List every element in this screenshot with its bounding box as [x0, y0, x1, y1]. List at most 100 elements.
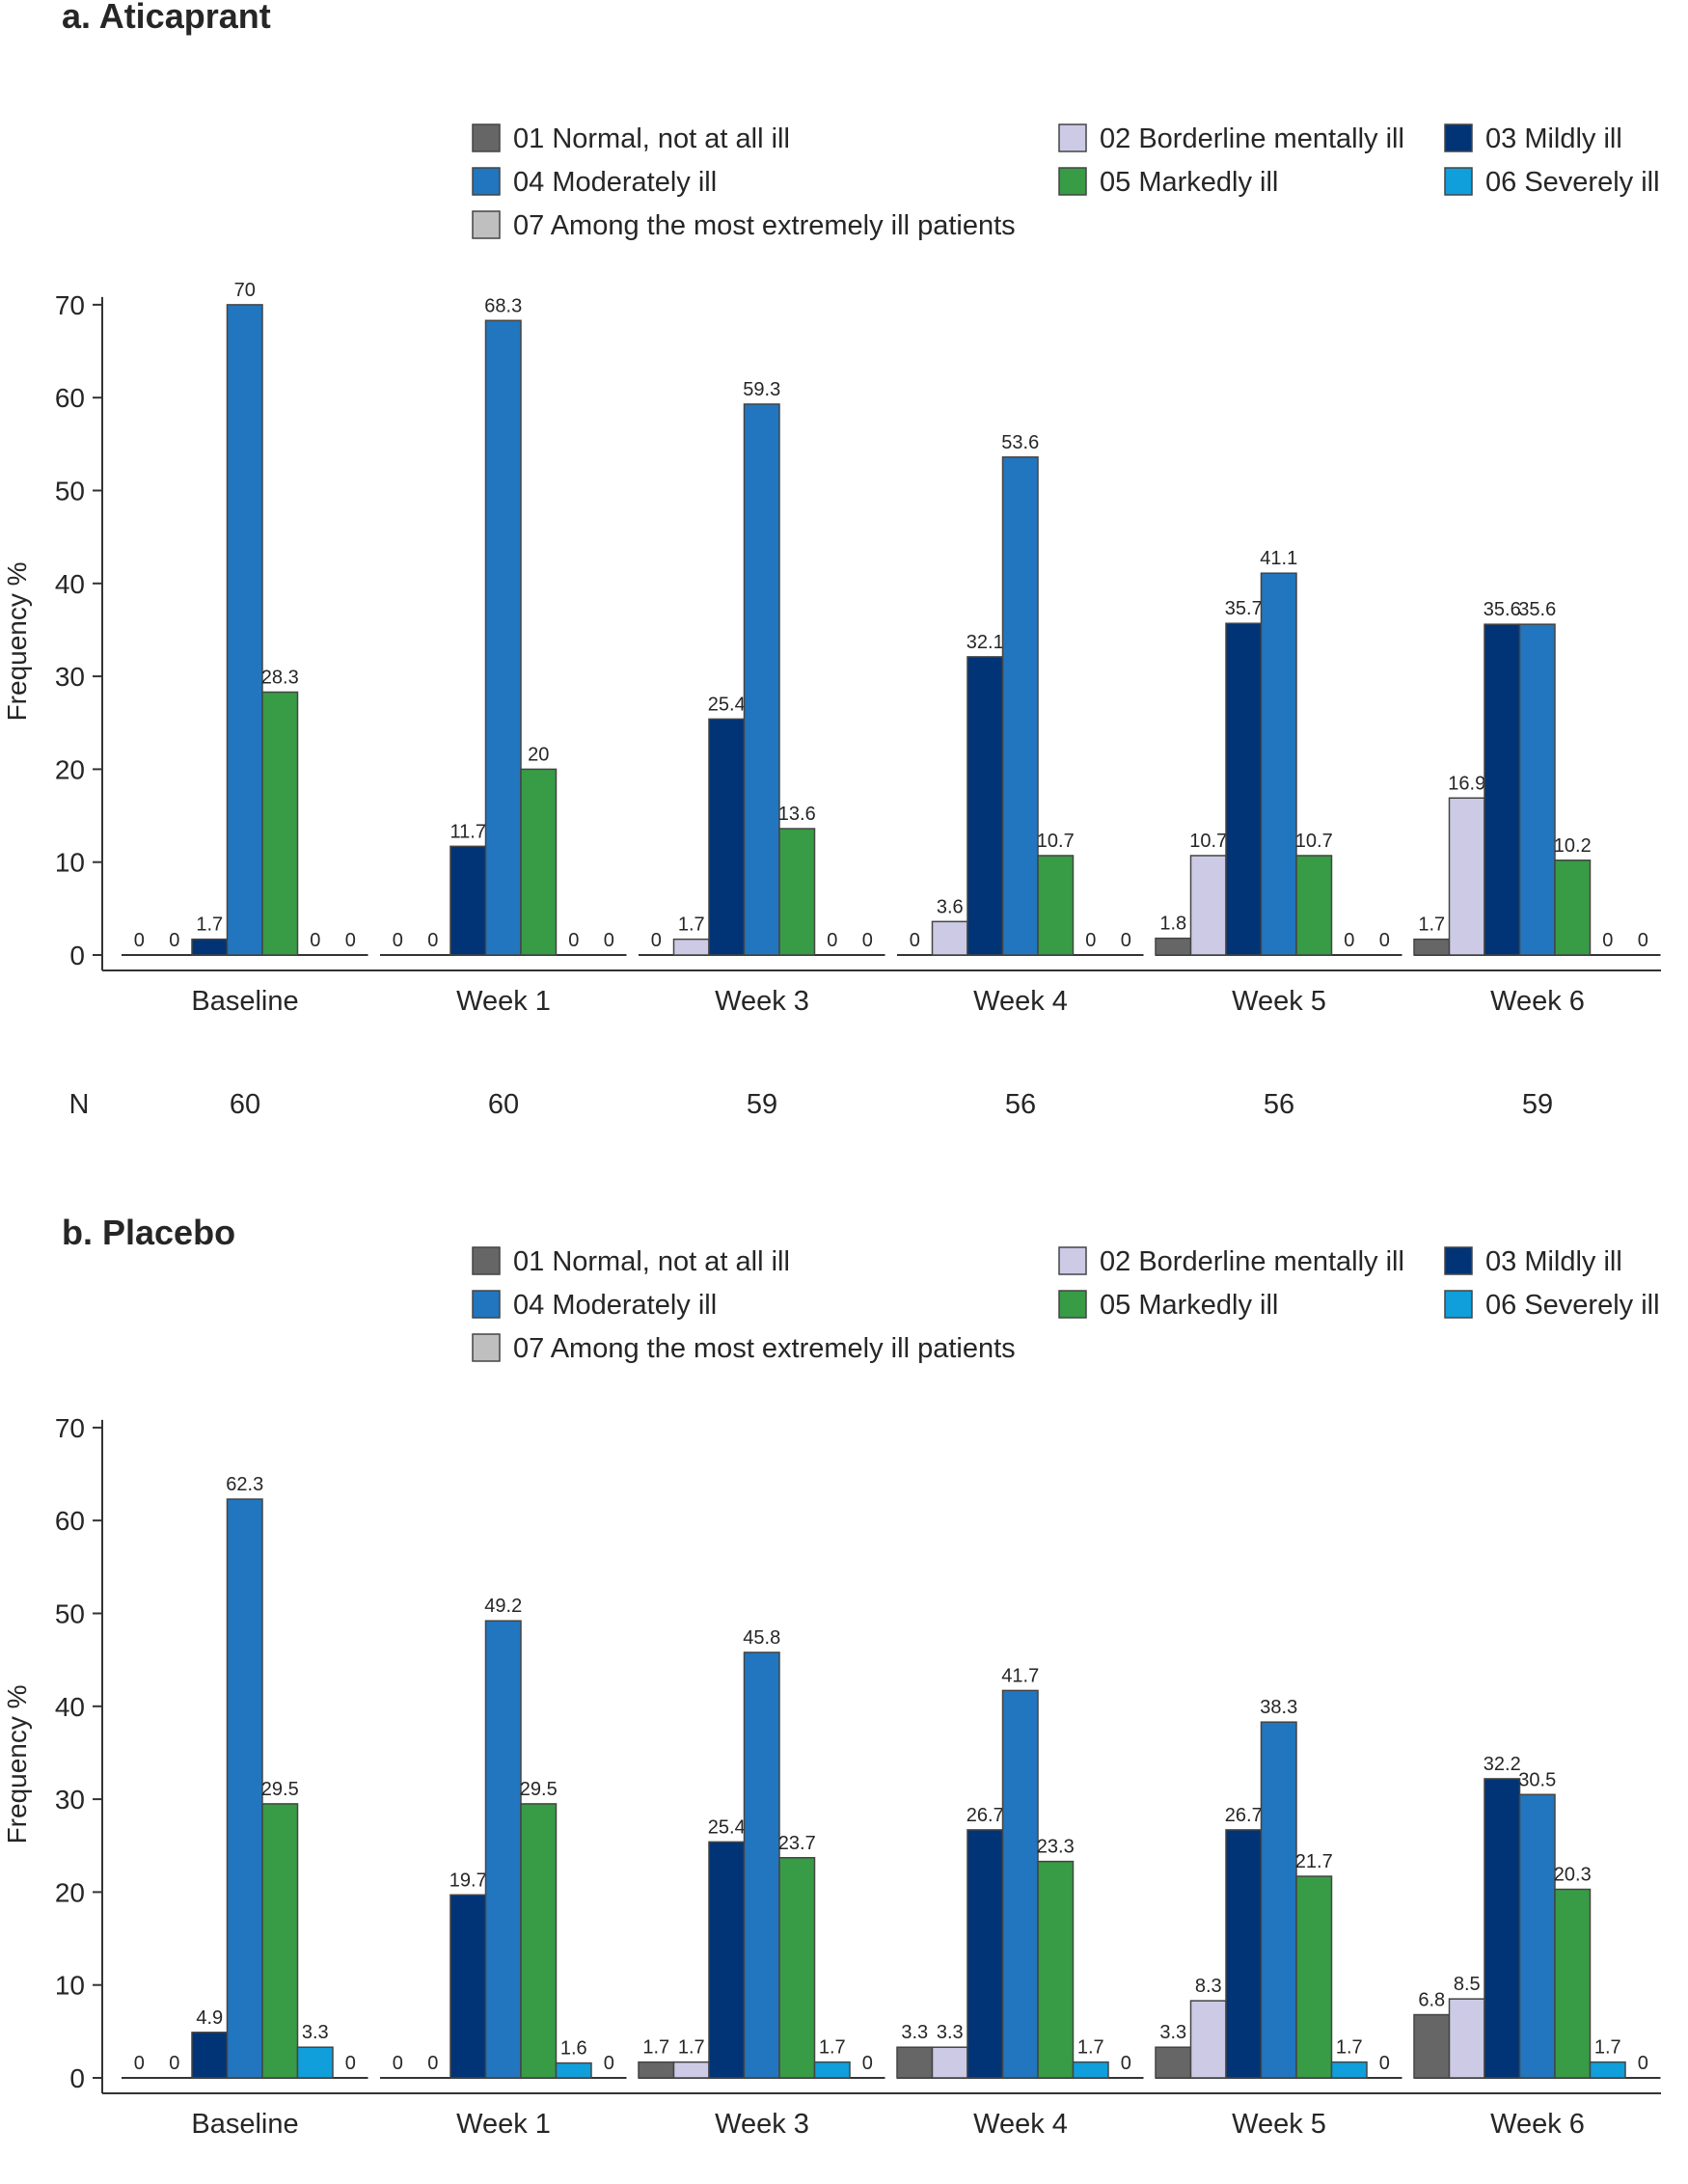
legend-label: 03 Mildly ill [1485, 1246, 1622, 1277]
bar [638, 2061, 675, 2079]
bar [191, 2032, 229, 2079]
legend-item: 01 Normal, not at all ill [472, 1246, 790, 1277]
data-label: 70 [234, 280, 256, 301]
legend-swatch [1058, 167, 1087, 196]
legend-item: 04 Moderately ill [472, 167, 717, 198]
data-label: 29.5 [261, 1779, 299, 1800]
data-label: 0 [310, 930, 320, 951]
bar [296, 2046, 334, 2079]
data-label: 0 [345, 930, 356, 951]
n-value: 60 [230, 1089, 260, 1120]
legend-swatch [472, 167, 501, 196]
x-tick-label: Week 1 [456, 2109, 551, 2140]
data-label: 30.5 [1518, 1769, 1556, 1790]
legend-swatch [472, 1246, 501, 1275]
bar [743, 403, 780, 956]
bar [708, 718, 746, 956]
data-label: 16.9 [1448, 773, 1485, 794]
data-label: 0 [1638, 2053, 1648, 2074]
bar [1330, 2061, 1368, 2079]
bar [778, 828, 816, 956]
legend-item: 06 Severely ill [1444, 167, 1660, 198]
x-tick-label: Week 4 [973, 2109, 1068, 2140]
legend-swatch [472, 1290, 501, 1319]
bar [191, 938, 229, 956]
bar [1484, 1778, 1521, 2079]
data-label: 10.7 [1295, 831, 1333, 852]
legend-label: 04 Moderately ill [513, 1290, 717, 1321]
legend-swatch [1444, 1246, 1473, 1275]
data-label: 59.3 [743, 379, 780, 400]
bar [1225, 622, 1263, 956]
chart-aticaprant: 01 Normal, not at all ill 02 Borderline m… [2, 123, 1661, 1120]
bar [1037, 855, 1075, 956]
data-label: 0 [651, 930, 662, 951]
legend-label: 03 Mildly ill [1485, 123, 1622, 154]
data-label: 35.6 [1484, 599, 1521, 620]
data-label: 1.8 [1159, 914, 1186, 935]
bar [1448, 1998, 1485, 2079]
bar [484, 1620, 522, 2079]
y-tick-label: 0 [69, 941, 85, 970]
n-value: 56 [1005, 1089, 1036, 1120]
data-label: 0 [827, 930, 837, 951]
data-label: 29.5 [520, 1779, 558, 1800]
data-label: 1.6 [560, 2038, 587, 2060]
x-tick-label: Week 4 [973, 986, 1068, 1017]
data-label: 0 [862, 2053, 873, 2074]
x-tick-label: Baseline [191, 986, 298, 1017]
bar [449, 845, 487, 956]
data-label: 35.7 [1225, 598, 1263, 619]
bar [1260, 572, 1297, 956]
data-label: 35.6 [1518, 599, 1556, 620]
data-label: 0 [568, 930, 579, 951]
data-label: 32.1 [967, 632, 1004, 653]
data-label: 1.7 [678, 2037, 705, 2059]
data-label: 10.7 [1037, 831, 1075, 852]
legend-item: 05 Markedly ill [1058, 167, 1278, 198]
data-label: 3.3 [901, 2022, 928, 2043]
x-tick-label: Week 6 [1490, 986, 1585, 1017]
legend-label: 07 Among the most extremely ill patients [513, 210, 1016, 241]
data-label: 13.6 [778, 804, 816, 825]
data-label: 0 [134, 930, 145, 951]
bar [1072, 2061, 1109, 2079]
data-label: 0 [134, 2053, 145, 2074]
data-label: 1.7 [1594, 2037, 1621, 2059]
y-tick-label: 60 [55, 1506, 85, 1536]
bar [1295, 1875, 1333, 2079]
data-label: 38.3 [1260, 1697, 1297, 1718]
legend-swatch [472, 210, 501, 239]
data-label: 0 [1121, 2053, 1131, 2074]
data-label: 1.7 [642, 2037, 669, 2059]
data-label: 0 [1085, 930, 1096, 951]
y-tick-label: 50 [55, 477, 85, 506]
legend-item: 03 Mildly ill [1444, 123, 1622, 154]
legend-item: 04 Moderately ill [472, 1290, 717, 1321]
y-tick-label: 70 [55, 1413, 85, 1443]
bar [520, 1803, 558, 2079]
bar [1189, 2000, 1227, 2079]
y-tick-label: 40 [55, 569, 85, 599]
bar [1260, 1721, 1297, 2079]
legend-item: 03 Mildly ill [1444, 1246, 1622, 1277]
legend-item: 02 Borderline mentally ill [1058, 123, 1404, 154]
data-label: 0 [862, 930, 873, 951]
data-label: 41.7 [1001, 1665, 1039, 1686]
legend-item: 02 Borderline mentally ill [1058, 1246, 1404, 1277]
x-tick-label: Week 3 [715, 2109, 809, 2140]
bar [261, 691, 299, 956]
bar [708, 1841, 746, 2079]
data-label: 23.7 [778, 1833, 816, 1854]
bar [555, 2061, 592, 2079]
data-label: 45.8 [743, 1627, 780, 1649]
legend-label: 06 Severely ill [1485, 167, 1660, 198]
data-label: 62.3 [226, 1474, 263, 1495]
data-label: 0 [169, 2053, 179, 2074]
data-label: 25.4 [708, 1816, 746, 1838]
n-value: 59 [1522, 1089, 1553, 1120]
data-label: 0 [1121, 930, 1131, 951]
y-axis-label: Frequency % [2, 561, 32, 721]
data-label: 26.7 [967, 1805, 1004, 1826]
data-label: 28.3 [261, 667, 299, 688]
